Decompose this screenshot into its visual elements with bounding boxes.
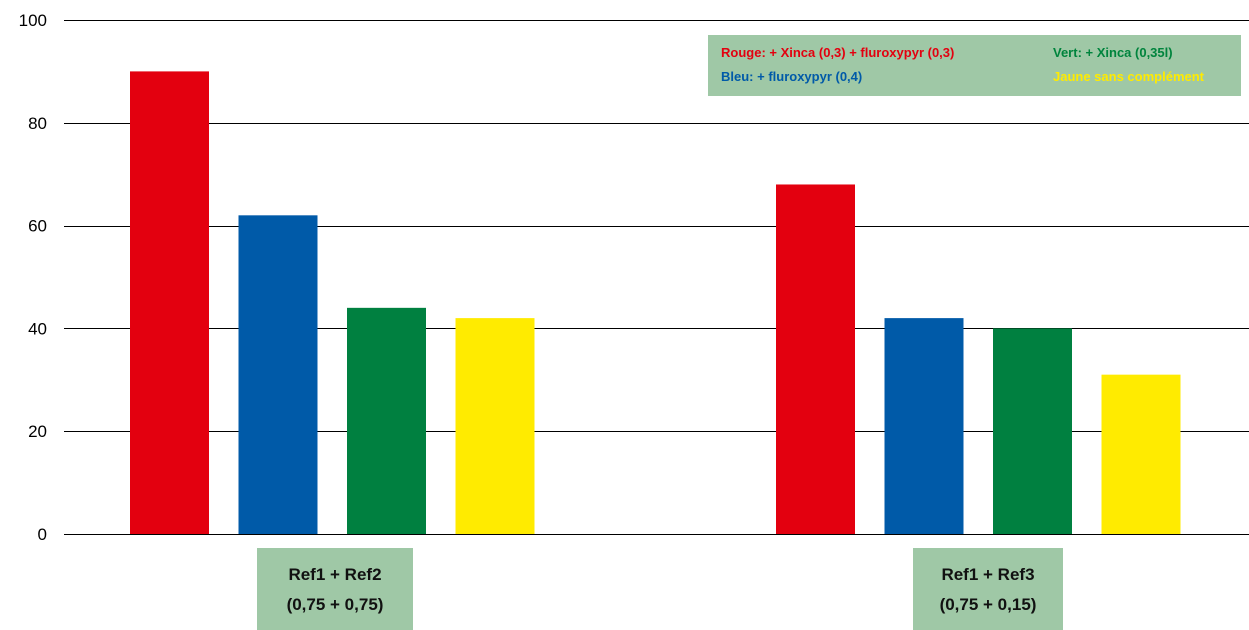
group-label-ref1-ref2: Ref1 + Ref2 (0,75 + 0,75) <box>257 548 413 630</box>
bar-group1-series2 <box>238 215 318 534</box>
legend-entry-green: Vert: + Xinca (0,35l) <box>1053 45 1173 60</box>
bars <box>130 71 1181 535</box>
legend: Rouge: + Xinca (0,3) + fluroxypyr (0,3) … <box>708 35 1241 96</box>
y-tick-label-60: 60 <box>28 217 47 236</box>
group-label-ref1-ref3-line1: Ref1 + Ref3 <box>941 565 1035 584</box>
bar-group1-series3 <box>347 307 426 534</box>
bar-group2-series2 <box>884 318 964 534</box>
group-label-ref1-ref3-line2: (0,75 + 0,15) <box>939 595 1037 614</box>
y-axis-ticks: 0 20 40 60 80 100 <box>19 11 47 544</box>
y-tick-label-100: 100 <box>19 11 47 30</box>
bar-group2-series4 <box>1101 374 1181 534</box>
bar-group2-series1 <box>776 184 855 535</box>
bar-group1-series4 <box>455 318 535 534</box>
y-tick-label-20: 20 <box>28 422 47 441</box>
group-label-ref1-ref2-line2: (0,75 + 0,75) <box>286 595 384 614</box>
group-label-ref1-ref2-line1: Ref1 + Ref2 <box>288 565 382 584</box>
y-tick-label-80: 80 <box>28 114 47 133</box>
legend-entry-yellow: Jaune sans complément <box>1053 69 1204 84</box>
y-tick-label-0: 0 <box>38 525 47 544</box>
bar-group2-series3 <box>993 328 1072 534</box>
bar-group1-series1 <box>130 71 209 535</box>
legend-entry-red: Rouge: + Xinca (0,3) + fluroxypyr (0,3) <box>721 45 955 60</box>
group-label-ref1-ref3: Ref1 + Ref3 (0,75 + 0,15) <box>913 548 1063 630</box>
y-tick-label-40: 40 <box>28 319 47 338</box>
legend-entry-blue: Bleu: + fluroxypyr (0,4) <box>721 69 863 84</box>
